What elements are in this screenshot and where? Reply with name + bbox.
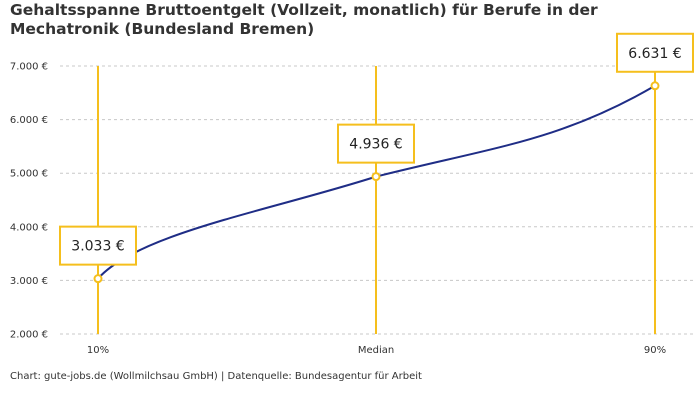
x-tick-label: 90% [644, 345, 666, 356]
x-tick-label: Median [358, 345, 394, 356]
category-lines [97, 66, 656, 334]
value-label: 4.936 € [349, 137, 402, 153]
y-tick-label: 3.000 € [10, 276, 48, 287]
y-tick-label: 4.000 € [10, 222, 48, 233]
y-tick-label: 7.000 € [10, 62, 48, 73]
y-tick-label: 6.000 € [10, 115, 48, 126]
data-point [93, 274, 103, 284]
chart-footer: Chart: gute-jobs.de (Wollmilchsau GmbH) … [10, 371, 422, 382]
x-axis-ticks: 10% Median 90% [87, 345, 666, 356]
data-point [371, 172, 381, 182]
points-layer [93, 81, 660, 284]
value-callout-box [616, 32, 694, 73]
y-tick-label: 5.000 € [10, 169, 48, 180]
chart-title: Gehaltsspanne Bruttoentgelt (Vollzeit, m… [10, 1, 598, 38]
value-label: 6.631 € [628, 46, 681, 62]
grid-layer: 2.000 € 3.000 € 4.000 € 5.000 € 6.000 € 7.000… [10, 62, 693, 341]
value-callout-box [59, 225, 137, 266]
value-label: 3.033 € [71, 239, 124, 255]
callout-layer: 3.033 € 4.936 € 6.631 € [59, 32, 694, 266]
value-callout-box [337, 123, 415, 164]
y-tick-label: 2.000 € [10, 330, 48, 341]
data-point [650, 81, 660, 91]
x-tick-label: 10% [87, 345, 109, 356]
